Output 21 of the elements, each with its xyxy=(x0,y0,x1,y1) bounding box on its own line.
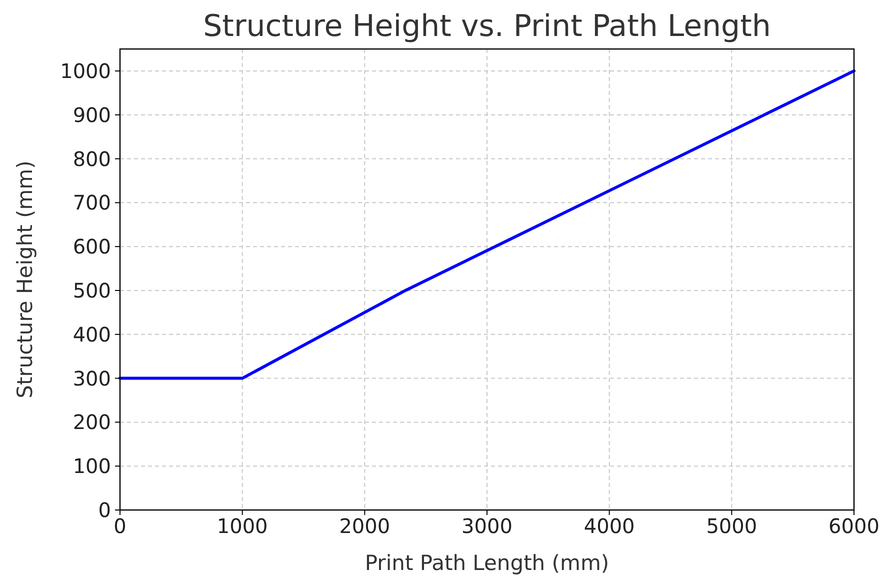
y-tick-label: 700 xyxy=(72,190,111,215)
chart-title: Structure Height vs. Print Path Length xyxy=(203,9,771,44)
x-tick-label: 1000 xyxy=(216,514,268,538)
y-tick-label: 400 xyxy=(72,322,111,346)
y-tick-label: 500 xyxy=(72,278,111,302)
x-tick-label: 0 xyxy=(114,514,126,538)
x-tick-label: 5000 xyxy=(706,514,758,538)
y-tick-label: 600 xyxy=(72,234,111,259)
y-tick-label: 900 xyxy=(72,102,111,127)
x-tick-label: 3000 xyxy=(462,514,512,538)
y-tick-label: 1000 xyxy=(60,58,111,83)
x-axis-title: Print Path Length (mm) xyxy=(364,551,610,575)
y-tick-label: 300 xyxy=(72,366,111,390)
y-tick-label: 100 xyxy=(72,454,111,478)
x-tick-label: 2000 xyxy=(339,514,390,538)
y-tick-label: 800 xyxy=(72,146,111,171)
x-tick-label: 6000 xyxy=(828,514,880,538)
y-axis-title: Structure Height (mm) xyxy=(13,160,37,398)
x-tick-label: 4000 xyxy=(584,514,635,538)
y-tick-label: 0 xyxy=(98,498,111,522)
y-tick-label: 200 xyxy=(72,410,111,434)
